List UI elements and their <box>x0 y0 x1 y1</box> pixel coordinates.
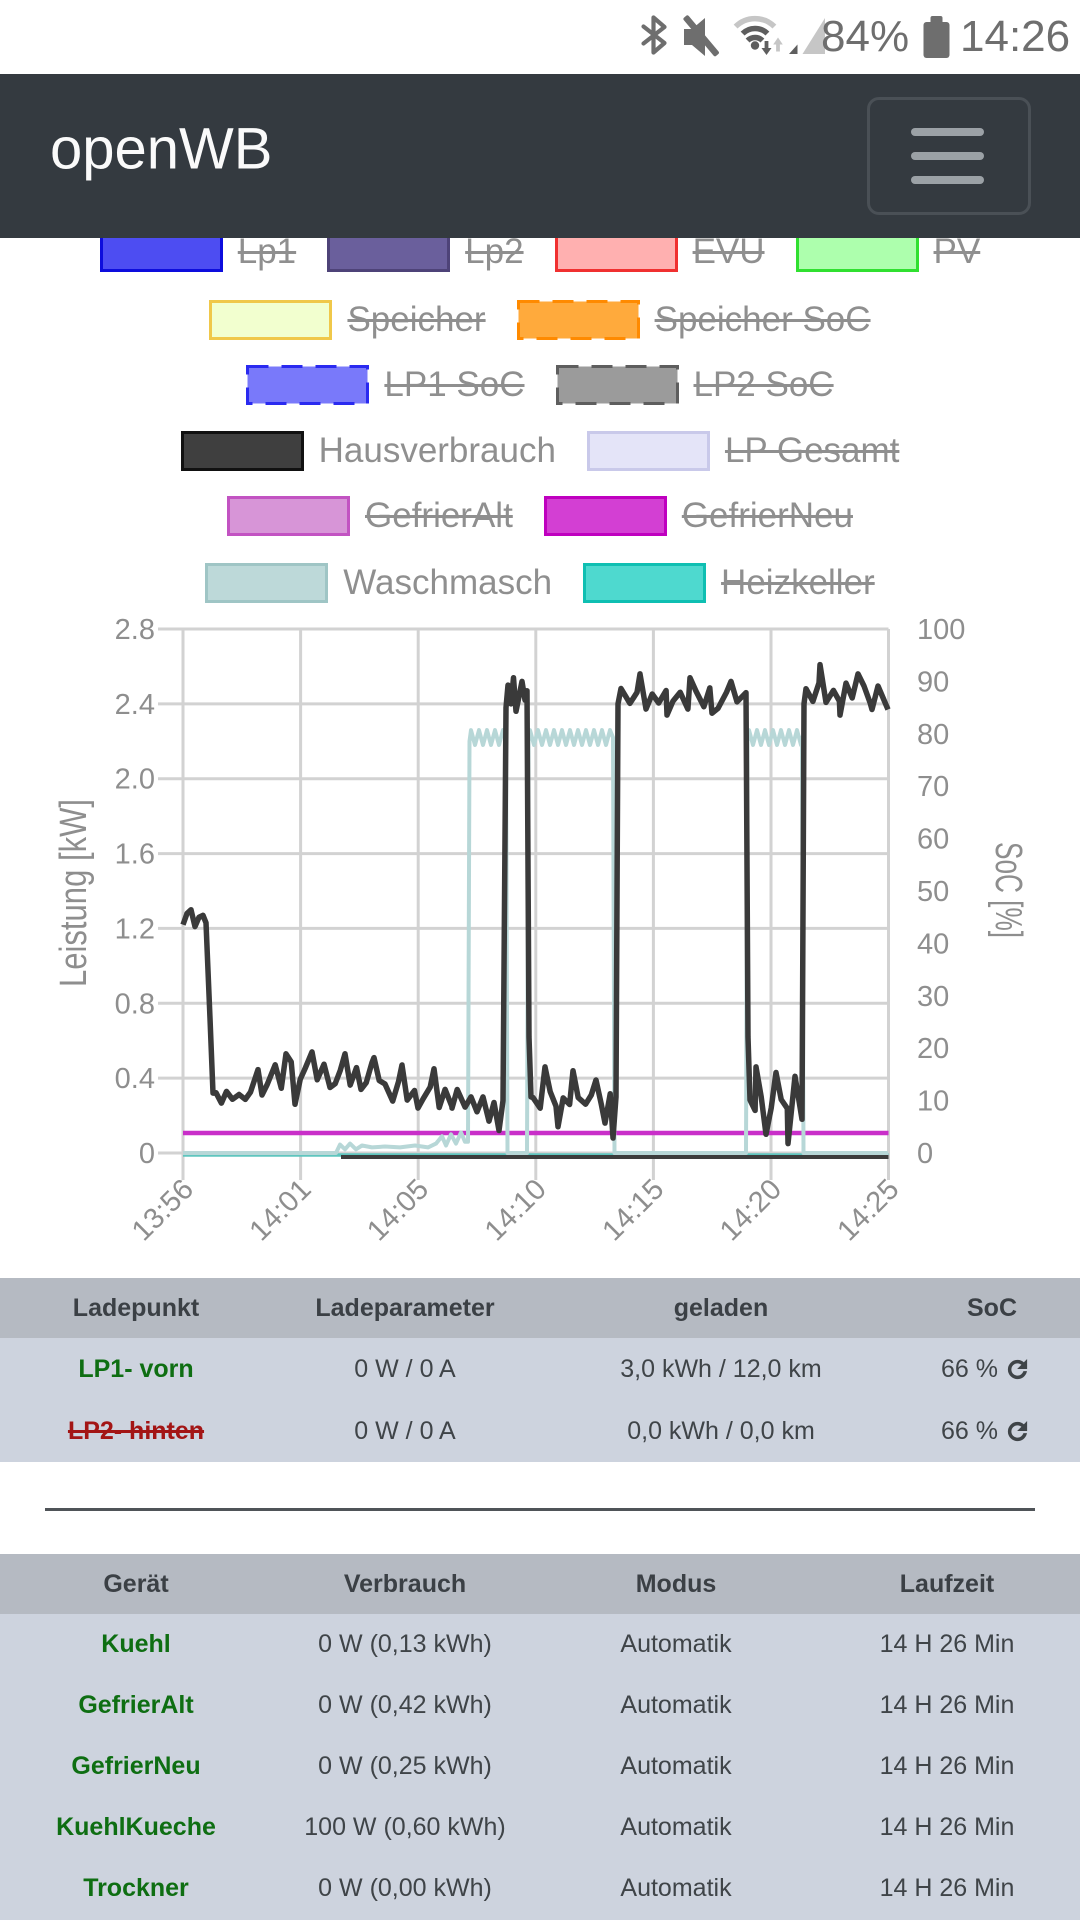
svg-text:30: 30 <box>917 981 949 1013</box>
svg-text:14:05: 14:05 <box>361 1173 435 1247</box>
svg-text:90: 90 <box>917 666 949 698</box>
svg-text:13:56: 13:56 <box>126 1173 200 1247</box>
svg-text:1.6: 1.6 <box>115 839 155 871</box>
svg-text:1.2: 1.2 <box>115 913 155 945</box>
svg-text:60: 60 <box>917 824 949 856</box>
svg-text:14:10: 14:10 <box>479 1173 553 1247</box>
svg-text:0: 0 <box>139 1138 155 1170</box>
svg-text:14:01: 14:01 <box>244 1173 318 1247</box>
svg-text:0: 0 <box>917 1138 933 1170</box>
svg-text:40: 40 <box>917 928 949 960</box>
svg-text:14:20: 14:20 <box>714 1173 788 1247</box>
svg-text:80: 80 <box>917 719 949 751</box>
svg-text:2.8: 2.8 <box>115 614 155 646</box>
svg-text:20: 20 <box>917 1033 949 1065</box>
svg-text:SoC [%]: SoC [%] <box>987 842 1029 938</box>
svg-text:14:15: 14:15 <box>596 1173 670 1247</box>
svg-text:70: 70 <box>917 771 949 803</box>
svg-text:10: 10 <box>917 1086 949 1118</box>
svg-text:0.8: 0.8 <box>115 988 155 1020</box>
svg-text:2.4: 2.4 <box>115 689 155 721</box>
svg-text:50: 50 <box>917 876 949 908</box>
svg-text:2.0: 2.0 <box>115 764 155 796</box>
svg-text:14:25: 14:25 <box>832 1173 906 1247</box>
svg-text:Leistung [kW]: Leistung [kW] <box>53 799 95 987</box>
svg-text:100: 100 <box>917 614 965 646</box>
svg-text:0.4: 0.4 <box>115 1063 155 1095</box>
